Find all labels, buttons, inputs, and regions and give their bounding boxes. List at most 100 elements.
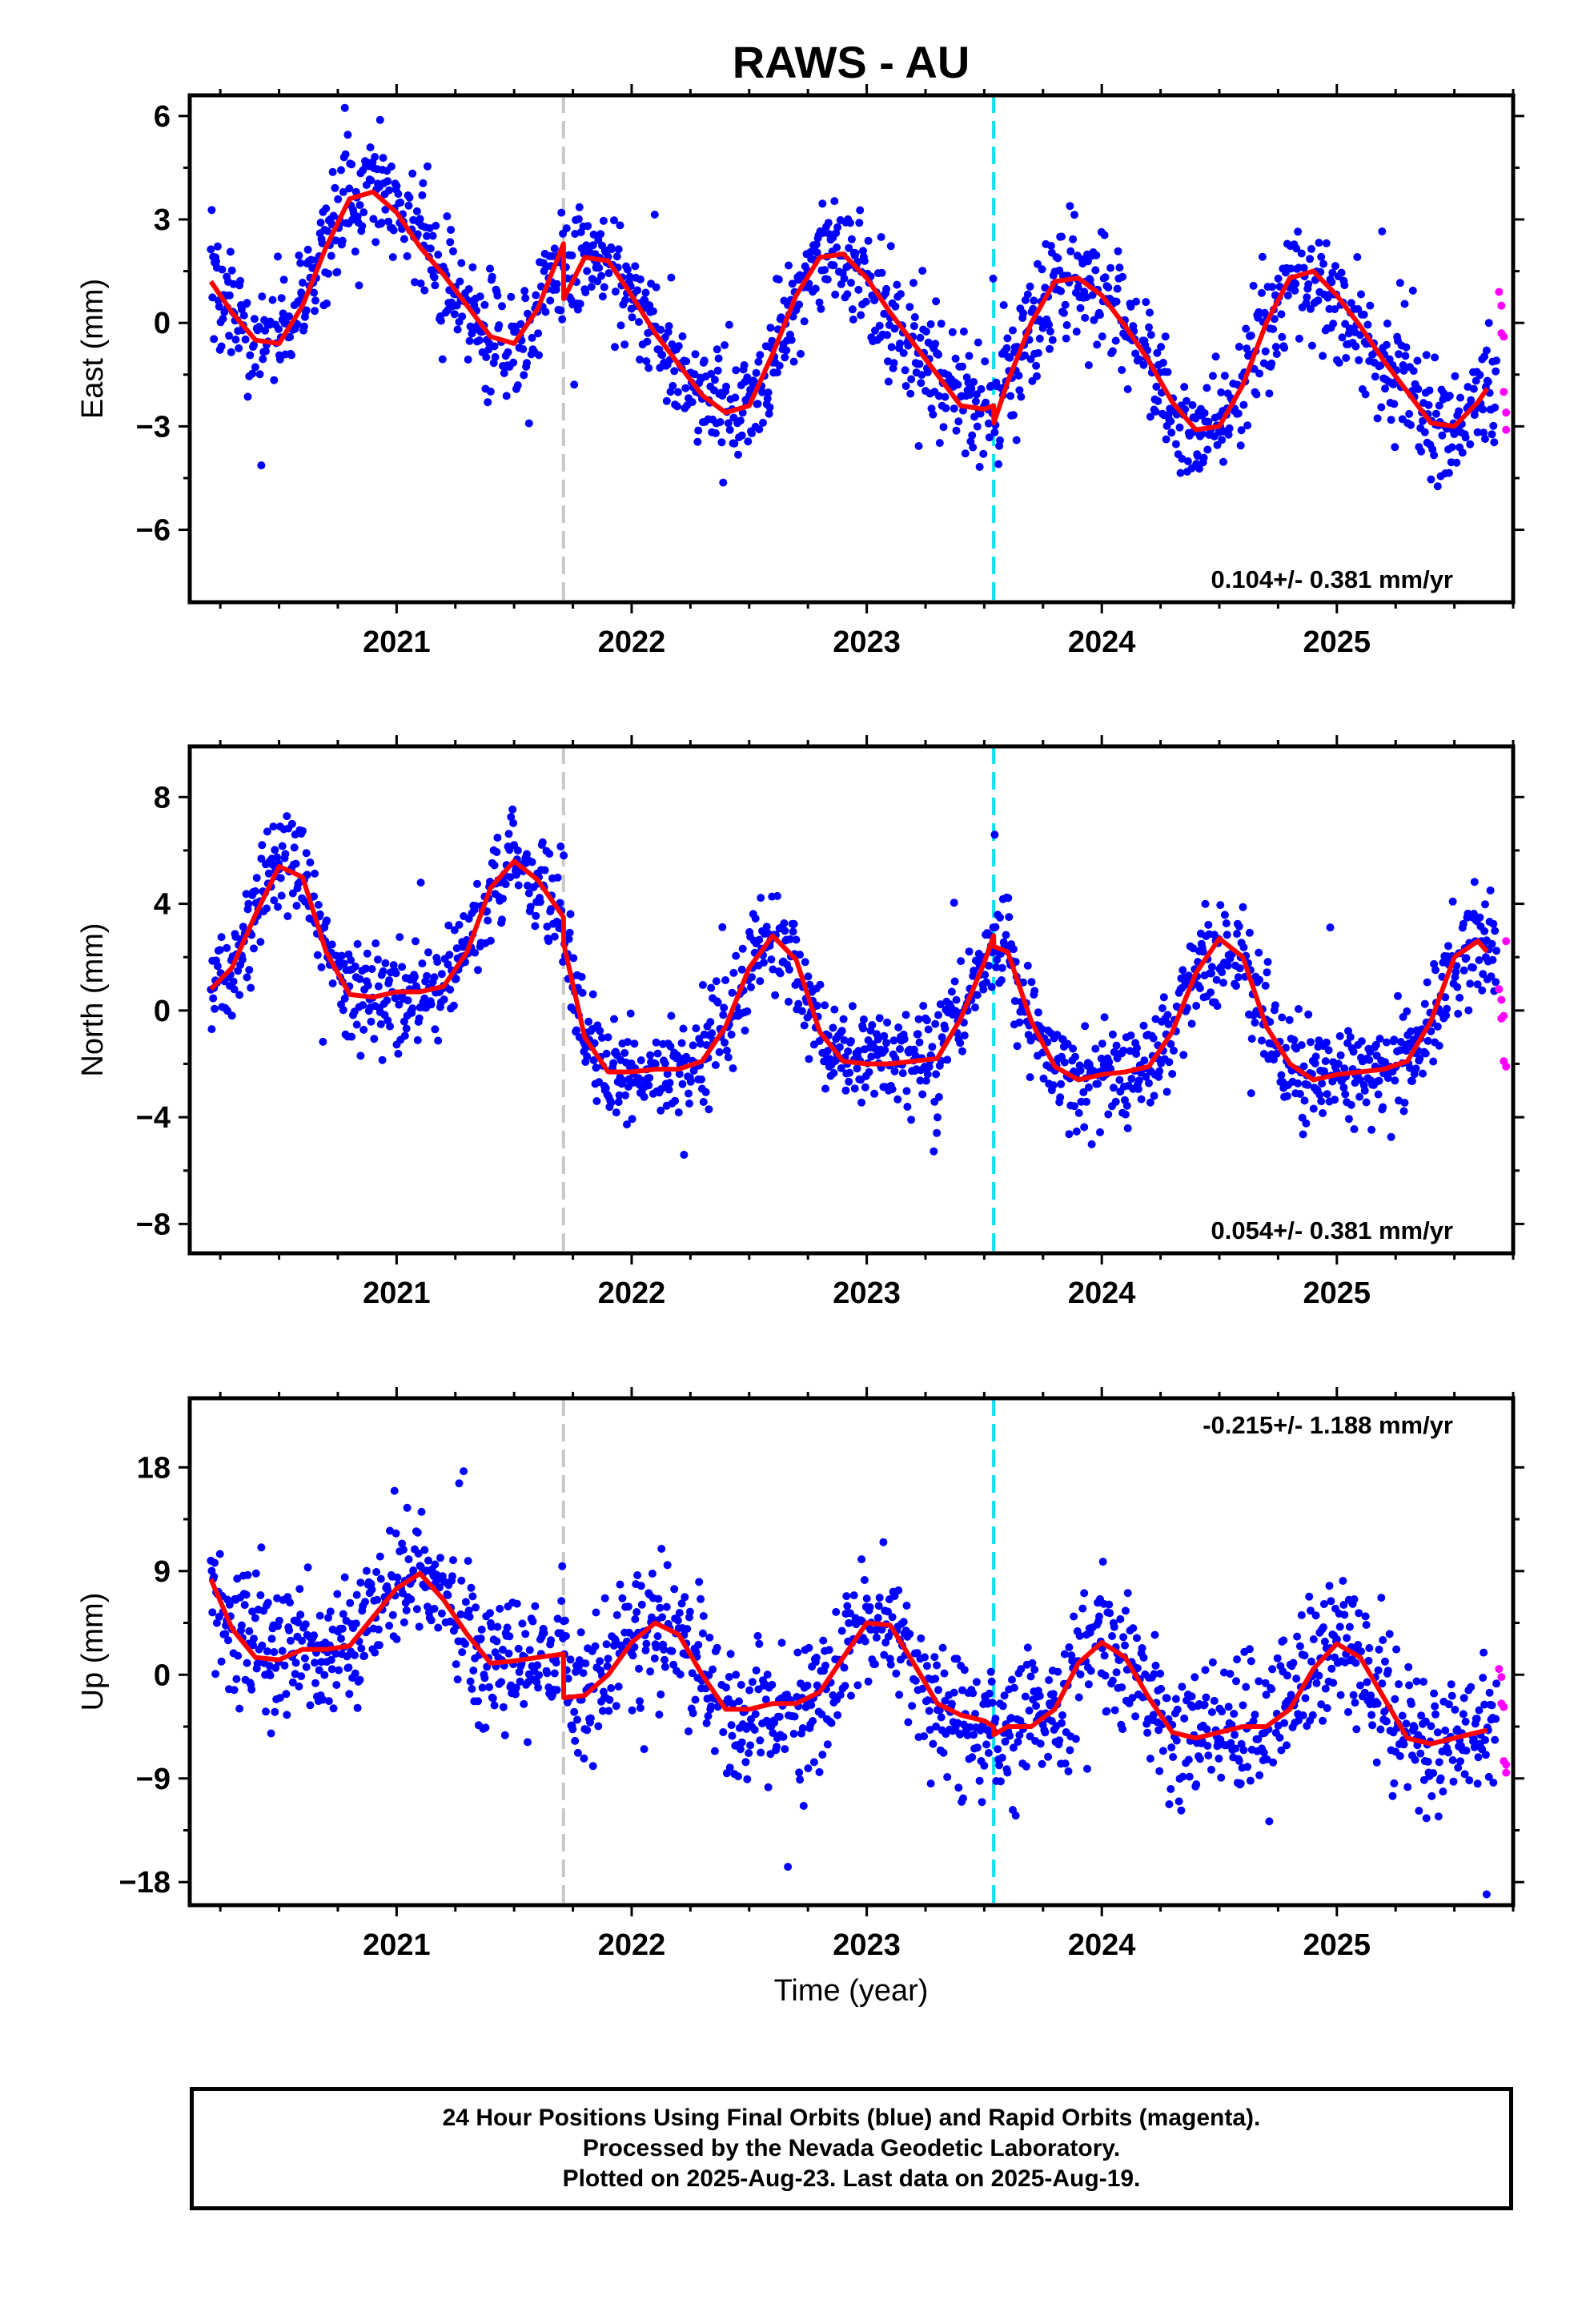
- final-orbit-point: [217, 933, 226, 942]
- final-orbit-point: [472, 1603, 480, 1612]
- final-orbit-point: [973, 991, 982, 999]
- final-orbit-point: [1154, 396, 1162, 405]
- final-orbit-point: [913, 1030, 922, 1039]
- final-orbit-point: [509, 358, 518, 367]
- rapid-orbit-point: [1500, 1011, 1508, 1020]
- final-orbit-point: [245, 966, 254, 975]
- final-orbit-point: [953, 1655, 962, 1663]
- final-orbit-point: [302, 1663, 311, 1671]
- final-orbit-point: [902, 1087, 911, 1096]
- final-orbit-point: [319, 1037, 327, 1046]
- final-orbit-point: [713, 345, 721, 354]
- final-orbit-point: [611, 343, 619, 352]
- final-orbit-point: [490, 342, 499, 351]
- final-orbit-point: [1112, 1668, 1121, 1677]
- final-orbit-point: [1376, 361, 1385, 370]
- final-orbit-point: [311, 869, 319, 878]
- final-orbit-point: [227, 266, 236, 275]
- final-orbit-point: [371, 153, 379, 161]
- final-orbit-point: [265, 1662, 274, 1671]
- final-orbit-point: [270, 896, 279, 905]
- final-orbit-point: [574, 215, 583, 223]
- final-orbit-point: [476, 1634, 485, 1642]
- final-orbit-point: [1003, 334, 1012, 343]
- final-orbit-point: [1363, 320, 1372, 329]
- final-orbit-point: [339, 187, 347, 196]
- final-orbit-point: [345, 184, 354, 193]
- final-orbit-point: [1069, 235, 1078, 243]
- final-orbit-point: [1429, 1057, 1438, 1066]
- final-orbit-point: [318, 239, 327, 247]
- final-orbit-point: [871, 1660, 879, 1668]
- final-orbit-point: [803, 1681, 812, 1690]
- x-tick-label: 2024: [1068, 1277, 1136, 1310]
- final-orbit-point: [1417, 447, 1426, 456]
- final-orbit-point: [737, 1680, 745, 1689]
- final-orbit-point: [847, 1691, 855, 1700]
- final-orbit-point: [685, 1089, 693, 1098]
- final-orbit-point: [211, 1004, 219, 1013]
- final-orbit-point: [725, 1673, 733, 1681]
- final-orbit-point: [1009, 945, 1018, 954]
- final-orbit-point: [532, 291, 540, 300]
- final-orbit-point: [992, 963, 1001, 971]
- final-orbit-point: [785, 965, 793, 974]
- final-orbit-point: [907, 1116, 916, 1124]
- final-orbit-point: [486, 264, 494, 273]
- final-orbit-point: [1377, 1594, 1386, 1602]
- final-orbit-point: [370, 1035, 379, 1043]
- final-orbit-point: [1195, 464, 1203, 473]
- final-orbit-point: [837, 1626, 846, 1635]
- final-orbit-point: [1466, 979, 1475, 988]
- final-orbit-point: [543, 923, 552, 931]
- final-orbit-point: [600, 283, 608, 292]
- final-orbit-point: [916, 1076, 925, 1085]
- final-orbit-point: [1273, 1654, 1282, 1663]
- final-orbit-point: [255, 323, 263, 331]
- final-orbit-point: [1444, 468, 1453, 477]
- final-orbit-point: [867, 1052, 876, 1061]
- final-orbit-point: [557, 208, 566, 217]
- final-orbit-point: [1492, 978, 1500, 987]
- final-orbit-point: [819, 1636, 828, 1645]
- final-orbit-point: [247, 1685, 256, 1694]
- final-orbit-point: [1173, 1705, 1182, 1714]
- final-orbit-point: [987, 983, 996, 991]
- final-orbit-point: [656, 1106, 665, 1115]
- final-orbit-point: [681, 1593, 689, 1602]
- final-orbit-point: [1467, 396, 1476, 404]
- final-orbit-point: [1158, 359, 1167, 367]
- final-orbit-point: [1200, 408, 1209, 417]
- final-orbit-point: [1319, 352, 1327, 360]
- final-orbit-point: [1122, 1101, 1131, 1110]
- final-orbit-point: [292, 902, 301, 910]
- final-orbit-point: [615, 1091, 624, 1100]
- final-orbit-point: [699, 1612, 708, 1620]
- final-orbit-point: [1302, 299, 1311, 308]
- final-orbit-point: [984, 419, 993, 428]
- final-orbit-point: [917, 379, 926, 388]
- final-orbit-point: [1015, 1018, 1024, 1027]
- final-orbit-point: [974, 338, 982, 347]
- final-orbit-point: [1100, 1651, 1109, 1660]
- final-orbit-point: [262, 1707, 270, 1716]
- final-orbit-point: [1452, 458, 1461, 467]
- final-orbit-point: [375, 115, 384, 124]
- final-orbit-point: [1108, 347, 1117, 356]
- final-orbit-point: [1480, 1648, 1488, 1657]
- final-orbit-point: [311, 307, 319, 316]
- final-orbit-point: [575, 203, 584, 211]
- final-orbit-point: [784, 1863, 793, 1872]
- final-orbit-point: [1454, 1009, 1463, 1018]
- final-orbit-point: [498, 915, 506, 924]
- plot-frame: [187, 1396, 1516, 1908]
- final-orbit-point: [823, 1740, 832, 1749]
- final-orbit-point: [645, 301, 654, 310]
- footer-line-3: Plotted on 2025-Aug-23. Last data on 202…: [562, 2165, 1141, 2192]
- final-orbit-point: [302, 849, 311, 858]
- final-orbit-point: [1258, 252, 1267, 261]
- final-orbit-point: [1293, 1632, 1302, 1641]
- final-orbit-point: [1307, 341, 1316, 350]
- final-orbit-point: [1069, 1044, 1078, 1053]
- final-orbit-point: [400, 1031, 409, 1040]
